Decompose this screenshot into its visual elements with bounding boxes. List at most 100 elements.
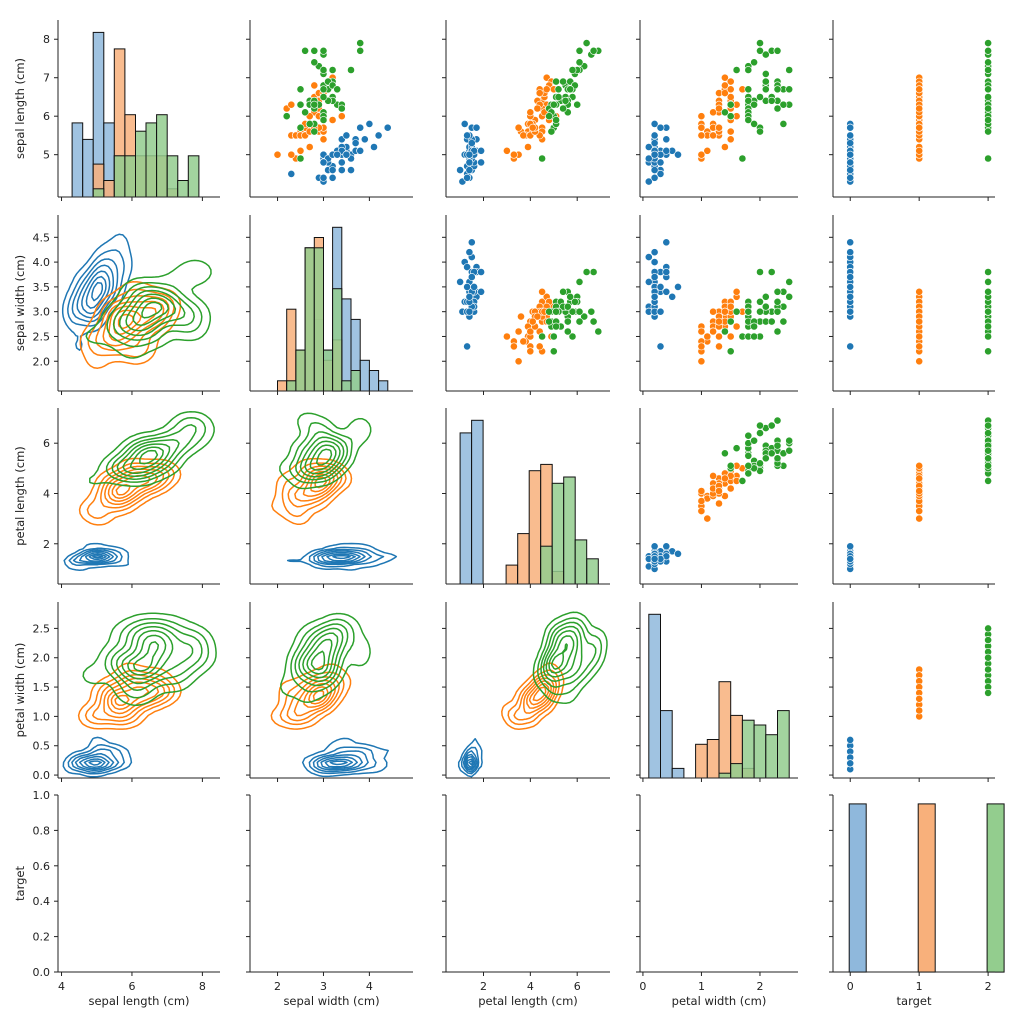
kde-contour-class-0 bbox=[88, 553, 107, 561]
kde-contour-class-0 bbox=[312, 750, 369, 773]
scatter-point-class-1 bbox=[721, 89, 729, 97]
scatter-point-class-2 bbox=[545, 317, 553, 326]
scatter-point-class-1 bbox=[915, 461, 924, 470]
scatter-point-class-2 bbox=[984, 689, 992, 697]
scatter-point-class-0 bbox=[662, 287, 671, 296]
scatter-point-class-2 bbox=[538, 154, 546, 163]
kde-contour-class-2 bbox=[280, 612, 371, 703]
scatter-point-class-2 bbox=[750, 100, 758, 109]
scatter-point-class-1 bbox=[287, 100, 296, 109]
scatter-point-class-2 bbox=[310, 100, 319, 109]
kde-contour-class-1 bbox=[84, 669, 176, 726]
scatter-point-class-2 bbox=[761, 70, 770, 78]
scatter-point-class-2 bbox=[301, 108, 309, 117]
scatter-point-class-2 bbox=[984, 476, 992, 485]
scatter-point-class-2 bbox=[589, 268, 598, 276]
scatter-point-class-2 bbox=[554, 93, 563, 101]
scatter-point-class-1 bbox=[709, 327, 717, 336]
scatter-point-class-0 bbox=[467, 238, 476, 247]
scatter-point-class-1 bbox=[726, 302, 735, 311]
kde-panel-2-0 bbox=[63, 410, 215, 571]
scatter-point-class-1 bbox=[526, 327, 535, 336]
y-tick-label: 5 bbox=[43, 149, 50, 162]
hist-bar-class-0 bbox=[378, 380, 389, 392]
scatter-point-class-1 bbox=[528, 123, 537, 132]
scatter-point-class-2 bbox=[545, 112, 553, 121]
scatter-point-class-1 bbox=[715, 499, 723, 508]
kde-contour-class-2 bbox=[116, 439, 180, 478]
kde-contour-class-0 bbox=[78, 755, 110, 770]
hist-bar-class-1 bbox=[718, 681, 732, 779]
scatter-point-class-2 bbox=[333, 85, 342, 94]
scatter-point-class-2 bbox=[571, 297, 579, 306]
scatter-point-class-2 bbox=[726, 461, 735, 470]
scatter-point-class-2 bbox=[561, 96, 570, 105]
scatter-point-class-2 bbox=[337, 104, 346, 113]
y-tick-label: 1.5 bbox=[33, 681, 51, 694]
hist-panel-3 bbox=[648, 613, 790, 779]
scatter-point-class-1 bbox=[528, 317, 537, 326]
scatter-point-class-1 bbox=[726, 135, 735, 144]
scatter-point-class-2 bbox=[773, 307, 782, 316]
hist-bar-class-2 bbox=[113, 155, 126, 198]
hist-bar-class-2 bbox=[986, 803, 1005, 973]
scatter-point-class-2 bbox=[310, 58, 319, 67]
scatter-point-class-2 bbox=[310, 46, 319, 55]
y-tick-label: 0.6 bbox=[33, 860, 51, 873]
kde-contour-class-2 bbox=[294, 623, 349, 687]
hist-bar-class-2 bbox=[177, 180, 189, 198]
scatter-point-class-0 bbox=[287, 169, 296, 178]
scatter-point-class-2 bbox=[559, 77, 567, 86]
scatter-point-class-2 bbox=[554, 85, 563, 94]
hist-bar-class-2 bbox=[718, 772, 732, 779]
scatter-point-class-0 bbox=[351, 139, 360, 147]
hist-bar-class-2 bbox=[765, 734, 778, 779]
hist-bar-class-2 bbox=[540, 545, 553, 585]
y-tick-label: 6 bbox=[43, 437, 50, 450]
scatter-point-class-2 bbox=[779, 120, 788, 128]
kde-contour-class-0 bbox=[317, 550, 366, 565]
scatter-point-class-1 bbox=[915, 357, 924, 366]
scatter-point-class-1 bbox=[703, 146, 712, 155]
scatter-point-class-0 bbox=[465, 307, 474, 316]
scatter-point-class-0 bbox=[662, 268, 671, 276]
scatter-point-class-0 bbox=[356, 123, 365, 132]
y-tick-label: 2.0 bbox=[33, 355, 51, 368]
scatter-point-class-0 bbox=[456, 166, 464, 174]
kde-contour-class-0 bbox=[468, 760, 474, 766]
y-tick-label: 0.2 bbox=[33, 931, 51, 944]
scatter-point-class-1 bbox=[726, 127, 735, 136]
kde-contour-class-0 bbox=[301, 737, 389, 778]
kde-contour-class-0 bbox=[84, 551, 111, 562]
kde-panel-1-0 bbox=[61, 233, 212, 369]
scatter-point-class-2 bbox=[756, 127, 764, 136]
scatter-point-class-0 bbox=[465, 166, 474, 174]
scatter-point-class-1 bbox=[726, 77, 735, 86]
scatter-point-class-1 bbox=[514, 327, 523, 336]
scatter-point-class-2 bbox=[301, 46, 309, 55]
kde-contour-class-0 bbox=[71, 748, 120, 773]
scatter-point-class-1 bbox=[915, 332, 924, 341]
scatter-point-class-0 bbox=[333, 150, 342, 159]
kde-contour-class-2 bbox=[298, 627, 344, 683]
kde-contour-class-2 bbox=[315, 448, 333, 466]
scatter-point-class-2 bbox=[984, 332, 992, 341]
scatter-point-class-1 bbox=[703, 514, 712, 523]
scatter-point-class-2 bbox=[984, 636, 992, 644]
scatter-point-class-0 bbox=[650, 173, 659, 182]
kde-contour-class-2 bbox=[139, 449, 159, 465]
scatter-point-class-0 bbox=[463, 263, 471, 271]
x-axis-label: petal length (cm) bbox=[478, 994, 578, 1008]
kde-contour-class-0 bbox=[308, 746, 377, 775]
kde-contour-class-2 bbox=[279, 412, 372, 490]
kde-contour-class-2 bbox=[104, 617, 210, 699]
hist-bar-class-2 bbox=[574, 539, 588, 585]
hist-bar-class-0 bbox=[471, 419, 484, 585]
hist-bar-class-2 bbox=[332, 288, 343, 392]
scatter-point-class-2 bbox=[744, 116, 753, 124]
scatter-point-class-1 bbox=[915, 706, 924, 715]
scatter-point-class-2 bbox=[984, 46, 992, 55]
scatter-point-class-0 bbox=[662, 542, 671, 551]
scatter-point-class-2 bbox=[587, 307, 596, 316]
kde-panel-3-2 bbox=[457, 611, 608, 778]
